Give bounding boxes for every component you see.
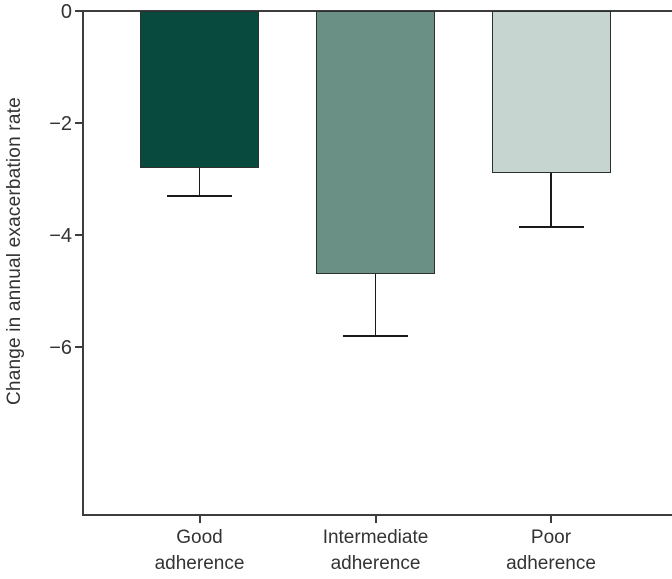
category-label-poor-adherence: Poor adherence [466, 525, 636, 577]
category-label-line: adherence [154, 553, 245, 574]
category-label-intermediate-adherence: Intermediate adherence [291, 525, 461, 577]
y-axis-line [82, 10, 84, 516]
x-tick [374, 515, 377, 523]
x-tick [550, 515, 552, 523]
category-label-line: Good [176, 527, 223, 548]
category-label-line: adherence [506, 553, 596, 574]
y-tick-label: 0 [60, 1, 72, 23]
error-bar-cap [167, 194, 232, 197]
category-label-good-adherence: Good adherence [115, 525, 285, 577]
y-tick-label: −4 [49, 225, 72, 247]
y-tick [75, 346, 83, 348]
x-tick [198, 515, 201, 523]
category-label-line: adherence [330, 553, 421, 574]
y-axis-title: Change in annual exacerbation rate [4, 97, 25, 405]
y-tick [75, 234, 83, 236]
y-tick-label: −2 [49, 113, 72, 135]
y-tick [75, 122, 83, 124]
x-axis-line [82, 514, 672, 516]
error-bar-cap [343, 334, 408, 337]
bar-good-adherence [140, 11, 259, 168]
category-label-line: Intermediate [322, 527, 429, 548]
bar-poor-adherence [491, 11, 611, 174]
category-label-line: Poor [530, 527, 572, 548]
y-tick [75, 10, 83, 12]
y-tick-label: −6 [49, 337, 72, 359]
error-bar [198, 167, 201, 196]
error-bar [550, 173, 552, 227]
bar-intermediate-adherence [316, 11, 435, 275]
error-bar [374, 274, 377, 336]
error-bar-cap [518, 225, 584, 228]
